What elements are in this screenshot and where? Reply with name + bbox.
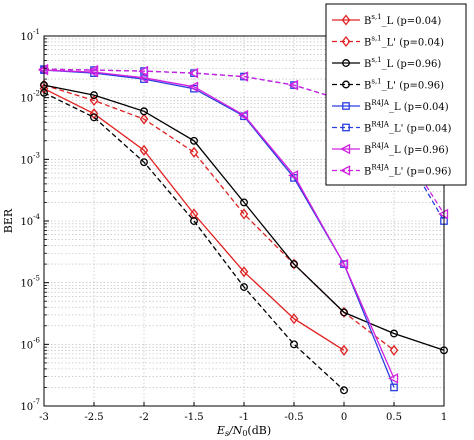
data-point [138,65,149,77]
data-point [139,144,149,156]
data-point [238,109,249,121]
data-point [139,113,149,125]
data-point [340,308,348,317]
legend-label: Bs,1_L (p=0.04) [364,13,441,27]
legend-entry: BR4JA_L' (p=0.04) [332,121,451,135]
legend-label: Bs,1_L' (p=0.04) [364,35,444,49]
data-point [340,386,348,395]
data-point [289,258,299,270]
y-tick-label: 10-5 [20,275,40,290]
series-line [43,84,445,351]
tick-layer: -3 -2.5 -2 -1.5 -1 -0.5 0 0.5 1 10-7 10-6 10-5 10-4 1… [20,28,447,423]
data-point [340,143,351,155]
data-point [89,108,99,120]
data-point [342,59,350,67]
data-point [390,383,398,392]
legend-entry: Bs,1_L' (p=0.04) [332,35,444,49]
legend-label: Bs,1_L (p=0.96) [364,56,441,70]
y-tick-label: 10-6 [20,336,40,351]
data-point [88,64,99,76]
legend-entry: Bs,1_L' (p=0.96) [332,78,444,92]
data-point [240,198,248,207]
y-tick-label: 10-7 [20,398,40,413]
y-axis-label: BER [2,208,15,233]
legend-entry: BR4JA_L (p=0.04) [332,99,449,113]
x-tick-label: 0.5 [386,412,402,423]
data-point [190,136,198,145]
x-tick-label: 1 [441,412,447,423]
legend-entry: Bs,1_L (p=0.96) [332,56,441,70]
data-point [342,80,350,89]
data-point [90,91,98,100]
x-tick-label: -1 [239,412,249,423]
x-tick-label: -1.5 [184,412,203,423]
data-point [339,344,349,356]
grid [44,36,444,406]
legend-entry: BR4JA_L' (p=0.96) [332,164,451,178]
data-point [288,170,299,181]
data-point [341,35,351,48]
legend-box [325,3,467,186]
data-point [90,113,98,122]
data-point [189,208,199,220]
series-line [43,68,445,215]
x-axis-label-slash: /N [228,424,243,437]
data-point [188,81,199,93]
legend-entry: BR4JA_L (p=0.96) [332,142,449,156]
data-point [390,329,398,338]
x-axis-label-main: E [216,424,225,437]
y-tick-label: 10-2 [20,90,40,105]
data-point [138,72,149,84]
data-point [290,340,298,349]
data-point [140,107,148,116]
x-axis-label: Es/N0(dB) [216,424,271,438]
legend-label: Bs,1_L' (p=0.96) [364,78,444,92]
series-line [43,92,345,391]
x-tick-label: 0 [341,412,347,423]
data-point [89,94,99,107]
legend-label: BR4JA_L' (p=0.04) [364,121,451,135]
data-point [188,67,199,79]
legend-entry: Bs,1_L (p=0.04) [332,13,441,27]
x-tick-label: -3 [39,412,49,423]
data-point [238,71,249,82]
data-point [388,373,399,384]
legend-label: BR4JA_L (p=0.96) [364,142,449,156]
series-line [43,69,395,379]
data-point [288,79,299,91]
data-point [341,14,351,26]
data-point [340,165,351,176]
data-point [140,158,148,167]
series [40,88,348,395]
y-tick-label: 10-4 [20,213,40,228]
x-tick-label: -0.5 [284,412,303,423]
data-point [290,260,298,269]
x-axis-label-sub: s [225,429,229,438]
legend: Bs,1_L (p=0.04) Bs,1_L' (p=0.04) Bs,1_L (p… [325,3,467,186]
data-point [240,283,248,291]
legend-label: BR4JA_L' (p=0.96) [364,164,451,178]
x-axis-label-sub2: 0 [242,429,247,438]
data-point [389,344,399,356]
data-point [338,258,349,270]
data-point [342,123,350,132]
data-point [342,102,350,110]
x-axis-label-unit: (dB) [247,424,271,437]
y-tick-label: 10-3 [20,151,40,166]
x-tick-label: -2 [139,412,149,423]
y-tick-label: 10-1 [20,28,40,43]
data-point [189,146,199,158]
legend-label: BR4JA_L (p=0.04) [364,99,449,113]
data-point [289,313,299,325]
x-tick-label: -2.5 [84,412,103,423]
data-point [190,217,198,225]
data-point [239,266,249,278]
data-point [239,208,249,220]
